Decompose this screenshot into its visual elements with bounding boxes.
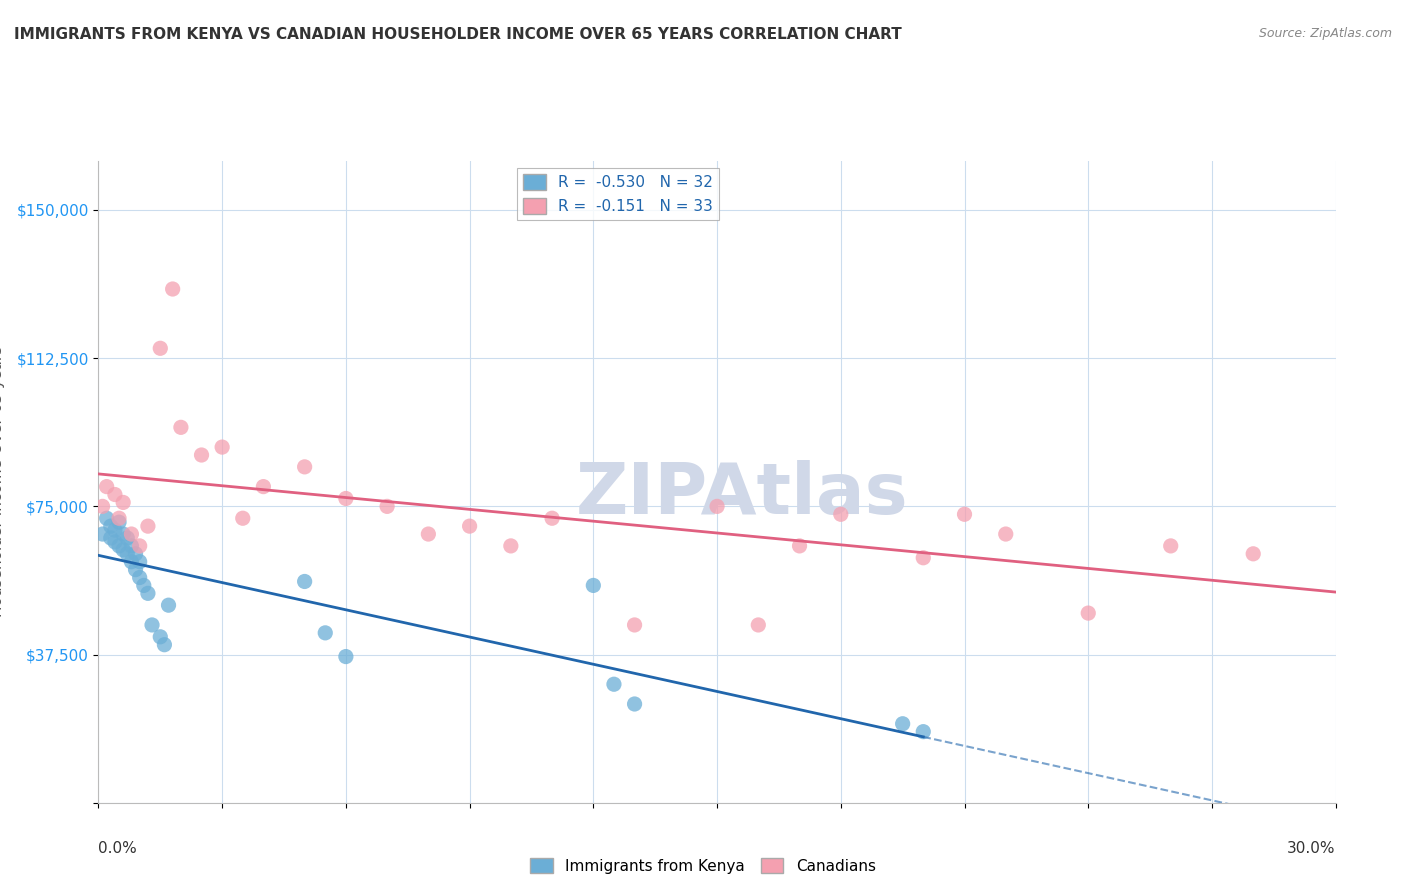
- Point: [128, 570, 150, 584]
- Point: [375, 500, 398, 514]
- Point: [623, 697, 645, 711]
- Text: IMMIGRANTS FROM KENYA VS CANADIAN HOUSEHOLDER INCOME OVER 65 YEARS CORRELATION C: IMMIGRANTS FROM KENYA VS CANADIAN HOUSEH…: [14, 27, 901, 42]
- Legend: Immigrants from Kenya, Canadians: Immigrants from Kenya, Canadians: [524, 852, 882, 880]
- Y-axis label: Householder Income Over 65 years: Householder Income Over 65 years: [0, 346, 6, 617]
- Legend: R =  -0.530   N = 32, R =  -0.151   N = 33: R = -0.530 N = 32, R = -0.151 N = 33: [517, 169, 720, 220]
- Point: [124, 563, 146, 577]
- Point: [112, 495, 135, 509]
- Point: [232, 511, 254, 525]
- Point: [124, 547, 146, 561]
- Point: [117, 531, 139, 545]
- Point: [891, 716, 914, 731]
- Text: ZIPAtlas: ZIPAtlas: [575, 460, 908, 529]
- Point: [418, 527, 440, 541]
- Point: [112, 527, 135, 541]
- Point: [120, 555, 142, 569]
- Point: [582, 578, 605, 592]
- Point: [104, 487, 127, 501]
- Point: [153, 638, 176, 652]
- Point: [912, 724, 935, 739]
- Point: [149, 630, 172, 644]
- Point: [120, 527, 142, 541]
- Point: [108, 539, 131, 553]
- Point: [91, 500, 114, 514]
- Point: [499, 539, 522, 553]
- Point: [100, 531, 122, 545]
- Point: [458, 519, 481, 533]
- Point: [132, 578, 155, 592]
- Text: 30.0%: 30.0%: [1288, 841, 1336, 856]
- Point: [335, 649, 357, 664]
- Point: [104, 523, 127, 537]
- Point: [104, 535, 127, 549]
- Point: [994, 527, 1017, 541]
- Point: [96, 511, 118, 525]
- Point: [789, 539, 811, 553]
- Point: [157, 598, 180, 612]
- Point: [541, 511, 564, 525]
- Point: [108, 511, 131, 525]
- Point: [128, 555, 150, 569]
- Point: [170, 420, 193, 434]
- Point: [211, 440, 233, 454]
- Point: [136, 586, 159, 600]
- Point: [294, 459, 316, 474]
- Point: [149, 341, 172, 355]
- Point: [706, 500, 728, 514]
- Point: [912, 550, 935, 565]
- Text: Source: ZipAtlas.com: Source: ZipAtlas.com: [1258, 27, 1392, 40]
- Point: [335, 491, 357, 506]
- Point: [1077, 606, 1099, 620]
- Point: [190, 448, 212, 462]
- Point: [128, 539, 150, 553]
- Point: [294, 574, 316, 589]
- Point: [100, 519, 122, 533]
- Point: [314, 625, 336, 640]
- Point: [117, 547, 139, 561]
- Point: [953, 508, 976, 522]
- Point: [747, 618, 769, 632]
- Point: [623, 618, 645, 632]
- Point: [1160, 539, 1182, 553]
- Point: [1241, 547, 1264, 561]
- Point: [91, 527, 114, 541]
- Point: [112, 542, 135, 557]
- Text: 0.0%: 0.0%: [98, 841, 138, 856]
- Point: [141, 618, 163, 632]
- Point: [162, 282, 184, 296]
- Point: [120, 539, 142, 553]
- Point: [136, 519, 159, 533]
- Point: [603, 677, 626, 691]
- Point: [108, 515, 131, 529]
- Point: [830, 508, 852, 522]
- Point: [96, 480, 118, 494]
- Point: [252, 480, 274, 494]
